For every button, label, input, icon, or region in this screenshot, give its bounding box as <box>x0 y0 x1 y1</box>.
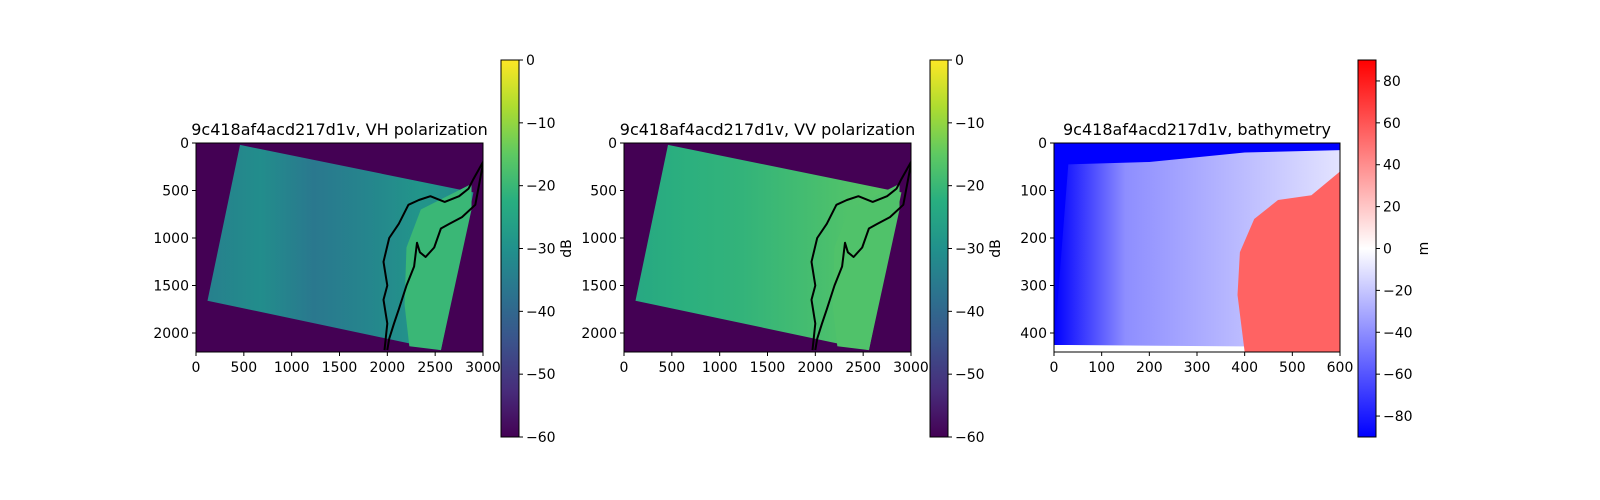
x-tick-label: 400 <box>1231 360 1258 376</box>
y-tick-label: 400 <box>1020 326 1047 342</box>
x-tick-label: 2000 <box>798 360 834 376</box>
colorbar-tick-label: −60 <box>1383 367 1413 383</box>
colorbar-tick-label: −20 <box>526 179 556 195</box>
x-tick-label: 3000 <box>465 360 501 376</box>
colorbar-tick-label: −40 <box>1383 325 1413 341</box>
bathymetry-deep-water-band <box>1054 143 1340 348</box>
x-tick-label: 500 <box>1279 360 1306 376</box>
colorbar-tick-label: −30 <box>526 242 556 258</box>
colorbar-tick-label: 0 <box>526 53 535 69</box>
colorbar-tick-label: −30 <box>955 242 985 258</box>
vh-coastline <box>382 161 483 351</box>
x-tick-label: 3000 <box>893 360 929 376</box>
x-tick-label: 1000 <box>274 360 310 376</box>
y-tick-label: 300 <box>1020 279 1047 295</box>
y-tick-label: 0 <box>1038 136 1047 152</box>
colorbar-tick-label: 0 <box>1383 242 1392 258</box>
vh-panel-title: 9c418af4acd217d1v, VH polarization <box>191 120 488 139</box>
bathymetry-land-area <box>1237 171 1340 352</box>
bathymetry-x-axis: 0 100 200 300 400 500 600 <box>1050 352 1354 376</box>
vv-colorbar-ticks: 0 −10 −20 −30 −40 −50 −60 <box>948 53 985 446</box>
x-tick-label: 2500 <box>845 360 881 376</box>
y-tick-label: 0 <box>180 136 189 152</box>
colorbar-tick-label: −50 <box>955 367 985 383</box>
colorbar-tick-label: −50 <box>526 367 556 383</box>
colorbar-tick-label: 0 <box>955 53 964 69</box>
vv-panel-title: 9c418af4acd217d1v, VV polarization <box>620 120 915 139</box>
bathymetry-panel: 9c418af4acd217d1v, bathymetry 0 100 200 300… <box>1020 59 1432 438</box>
x-tick-label: 1000 <box>702 360 738 376</box>
x-tick-label: 0 <box>620 360 629 376</box>
x-tick-label: 600 <box>1327 360 1354 376</box>
bathymetry-y-axis: 0 100 200 300 400 <box>1020 136 1054 342</box>
colorbar-tick-label: 60 <box>1383 116 1401 132</box>
y-tick-label: 2000 <box>153 326 189 342</box>
x-tick-label: 1500 <box>750 360 786 376</box>
x-tick-label: 0 <box>192 360 201 376</box>
vh-y-axis: 0 500 1000 1500 2000 <box>153 136 196 342</box>
bathymetry-colorbar-ticks: 80 60 40 20 0 −20 −40 −60 −80 <box>1376 74 1413 425</box>
vh-land-area <box>404 183 472 351</box>
colorbar-tick-label: 20 <box>1383 200 1401 216</box>
vv-y-axis: 0 500 1000 1500 2000 <box>581 136 624 342</box>
bathymetry-panel-title: 9c418af4acd217d1v, bathymetry <box>1063 120 1331 139</box>
x-tick-label: 500 <box>658 360 685 376</box>
colorbar-tick-label: 40 <box>1383 158 1401 174</box>
y-tick-label: 1500 <box>153 279 189 295</box>
colorbar-tick-label: −60 <box>526 430 556 446</box>
y-tick-label: 0 <box>608 136 617 152</box>
y-tick-label: 1000 <box>581 231 617 247</box>
bathymetry-colorbar <box>1357 59 1377 438</box>
vv-x-axis: 0 500 1000 1500 2000 2500 3000 <box>620 352 929 376</box>
vv-colorbar-label: dB <box>988 239 1004 258</box>
vv-coastline <box>810 161 911 351</box>
vv-land-area <box>832 183 900 351</box>
colorbar-tick-label: −10 <box>955 116 985 132</box>
x-tick-label: 1500 <box>322 360 358 376</box>
colorbar-tick-label: −20 <box>1383 283 1413 299</box>
vh-colorbar-ticks: 0 −10 −20 −30 −40 −50 −60 <box>519 53 556 446</box>
colorbar-tick-label: −40 <box>955 304 985 320</box>
x-tick-label: 100 <box>1088 360 1115 376</box>
vh-colorbar <box>500 59 520 438</box>
x-tick-label: 0 <box>1050 360 1059 376</box>
y-tick-label: 100 <box>1020 184 1047 200</box>
bathymetry-colorbar-label: m <box>1416 242 1432 256</box>
colorbar-tick-label: −10 <box>526 116 556 132</box>
vh-x-axis: 0 500 1000 1500 2000 2500 3000 <box>192 352 501 376</box>
x-tick-label: 2000 <box>370 360 406 376</box>
vv-colorbar <box>929 59 949 438</box>
y-tick-label: 1000 <box>153 231 189 247</box>
vh-polarization-panel: 9c418af4acd217d1v, VH polarization 0 500 1… <box>153 53 575 446</box>
colorbar-tick-label: 80 <box>1383 74 1401 90</box>
vh-colorbar-label: dB <box>559 239 575 258</box>
y-tick-label: 200 <box>1020 231 1047 247</box>
x-tick-label: 500 <box>230 360 257 376</box>
colorbar-tick-label: −80 <box>1383 409 1413 425</box>
y-tick-label: 500 <box>590 184 617 200</box>
x-tick-label: 200 <box>1136 360 1163 376</box>
colorbar-tick-label: −20 <box>955 179 985 195</box>
x-tick-label: 2500 <box>417 360 453 376</box>
vv-polarization-panel: 9c418af4acd217d1v, VV polarization 0 500 1… <box>581 53 1004 446</box>
colorbar-tick-label: −40 <box>526 304 556 320</box>
y-tick-label: 1500 <box>581 279 617 295</box>
x-tick-label: 300 <box>1184 360 1211 376</box>
colorbar-tick-label: −60 <box>955 430 985 446</box>
y-tick-label: 2000 <box>581 326 617 342</box>
y-tick-label: 500 <box>162 184 189 200</box>
